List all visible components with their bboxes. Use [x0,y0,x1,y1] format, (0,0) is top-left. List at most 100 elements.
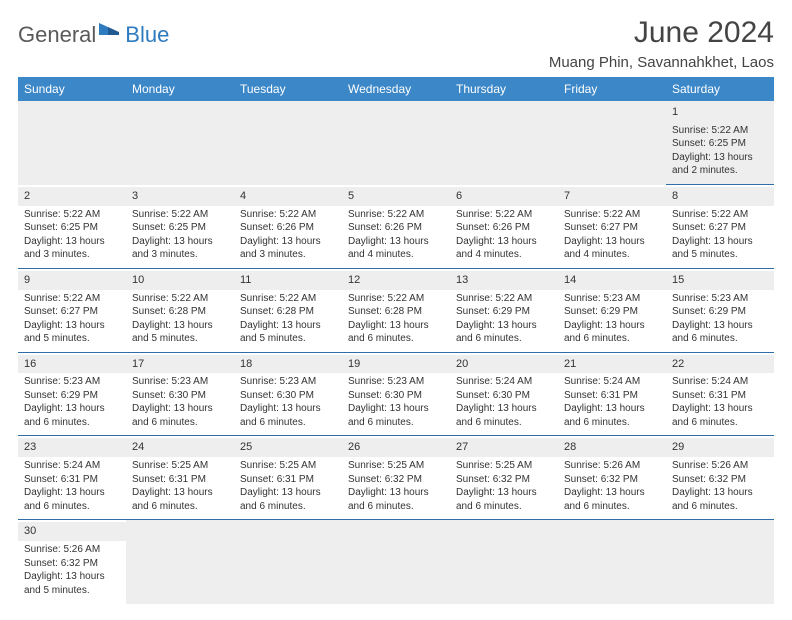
weekday-header: Sunday [18,77,126,101]
sunset-text: Sunset: 6:25 PM [132,221,228,235]
calendar-week-row: 16Sunrise: 5:23 AMSunset: 6:29 PMDayligh… [18,352,774,436]
sunrise-text: Sunrise: 5:23 AM [24,375,120,389]
day-number: 26 [342,438,450,457]
sunrise-text: Sunrise: 5:22 AM [240,292,336,306]
calendar-day-cell: 4Sunrise: 5:22 AMSunset: 6:26 PMDaylight… [234,184,342,268]
calendar-day-cell [18,101,126,184]
calendar-day-cell [450,520,558,603]
daylight-text: Daylight: 13 hours and 4 minutes. [348,235,444,262]
daylight-text: Daylight: 13 hours and 6 minutes. [132,402,228,429]
day-number: 11 [234,271,342,290]
calendar-day-cell: 26Sunrise: 5:25 AMSunset: 6:32 PMDayligh… [342,436,450,520]
sunrise-text: Sunrise: 5:26 AM [24,543,120,557]
day-number: 20 [450,355,558,374]
calendar-day-cell: 25Sunrise: 5:25 AMSunset: 6:31 PMDayligh… [234,436,342,520]
day-number: 5 [342,187,450,206]
calendar-day-cell: 6Sunrise: 5:22 AMSunset: 6:26 PMDaylight… [450,184,558,268]
sunrise-text: Sunrise: 5:22 AM [672,124,768,138]
daylight-text: Daylight: 13 hours and 3 minutes. [132,235,228,262]
sunrise-text: Sunrise: 5:22 AM [24,208,120,222]
sunrise-text: Sunrise: 5:22 AM [456,208,552,222]
sunset-text: Sunset: 6:29 PM [456,305,552,319]
daylight-text: Daylight: 13 hours and 5 minutes. [672,235,768,262]
sunset-text: Sunset: 6:28 PM [132,305,228,319]
calendar-day-cell [234,520,342,603]
sunset-text: Sunset: 6:31 PM [24,473,120,487]
daylight-text: Daylight: 13 hours and 6 minutes. [348,319,444,346]
sunrise-text: Sunrise: 5:25 AM [456,459,552,473]
day-number: 14 [558,271,666,290]
daylight-text: Daylight: 13 hours and 6 minutes. [348,402,444,429]
calendar-day-cell: 24Sunrise: 5:25 AMSunset: 6:31 PMDayligh… [126,436,234,520]
daylight-text: Daylight: 13 hours and 2 minutes. [672,151,768,178]
calendar-day-cell: 23Sunrise: 5:24 AMSunset: 6:31 PMDayligh… [18,436,126,520]
day-number: 10 [126,271,234,290]
daylight-text: Daylight: 13 hours and 5 minutes. [240,319,336,346]
calendar-day-cell: 8Sunrise: 5:22 AMSunset: 6:27 PMDaylight… [666,184,774,268]
title-block: June 2024 Muang Phin, Savannahkhet, Laos [549,16,774,71]
weekday-header-row: Sunday Monday Tuesday Wednesday Thursday… [18,77,774,101]
day-number: 1 [666,103,774,122]
daylight-text: Daylight: 13 hours and 3 minutes. [240,235,336,262]
sunrise-text: Sunrise: 5:22 AM [456,292,552,306]
day-number: 22 [666,355,774,374]
daylight-text: Daylight: 13 hours and 5 minutes. [24,319,120,346]
calendar-day-cell: 22Sunrise: 5:24 AMSunset: 6:31 PMDayligh… [666,352,774,436]
day-number: 16 [18,355,126,374]
day-number: 30 [18,522,126,541]
month-title: June 2024 [549,16,774,50]
calendar-day-cell: 10Sunrise: 5:22 AMSunset: 6:28 PMDayligh… [126,268,234,352]
day-number: 13 [450,271,558,290]
calendar-day-cell [558,101,666,184]
sunset-text: Sunset: 6:27 PM [564,221,660,235]
calendar-day-cell: 17Sunrise: 5:23 AMSunset: 6:30 PMDayligh… [126,352,234,436]
day-number: 19 [342,355,450,374]
sunrise-text: Sunrise: 5:23 AM [564,292,660,306]
calendar-day-cell: 11Sunrise: 5:22 AMSunset: 6:28 PMDayligh… [234,268,342,352]
sunset-text: Sunset: 6:29 PM [24,389,120,403]
calendar-table: Sunday Monday Tuesday Wednesday Thursday… [18,77,774,604]
sunset-text: Sunset: 6:32 PM [456,473,552,487]
sunrise-text: Sunrise: 5:22 AM [348,292,444,306]
calendar-day-cell: 18Sunrise: 5:23 AMSunset: 6:30 PMDayligh… [234,352,342,436]
sunrise-text: Sunrise: 5:25 AM [132,459,228,473]
calendar-day-cell [558,520,666,603]
sunset-text: Sunset: 6:28 PM [348,305,444,319]
sunrise-text: Sunrise: 5:22 AM [348,208,444,222]
sunset-text: Sunset: 6:25 PM [24,221,120,235]
day-number: 24 [126,438,234,457]
daylight-text: Daylight: 13 hours and 6 minutes. [240,402,336,429]
weekday-header: Monday [126,77,234,101]
sunrise-text: Sunrise: 5:22 AM [132,208,228,222]
calendar-day-cell: 16Sunrise: 5:23 AMSunset: 6:29 PMDayligh… [18,352,126,436]
day-number: 9 [18,271,126,290]
calendar-day-cell [342,101,450,184]
day-number: 3 [126,187,234,206]
location-text: Muang Phin, Savannahkhet, Laos [549,54,774,71]
sunset-text: Sunset: 6:32 PM [24,557,120,571]
daylight-text: Daylight: 13 hours and 6 minutes. [348,486,444,513]
calendar-day-cell: 20Sunrise: 5:24 AMSunset: 6:30 PMDayligh… [450,352,558,436]
sunrise-text: Sunrise: 5:23 AM [240,375,336,389]
daylight-text: Daylight: 13 hours and 6 minutes. [672,402,768,429]
calendar-week-row: 9Sunrise: 5:22 AMSunset: 6:27 PMDaylight… [18,268,774,352]
sunset-text: Sunset: 6:31 PM [132,473,228,487]
daylight-text: Daylight: 13 hours and 6 minutes. [456,486,552,513]
sunset-text: Sunset: 6:29 PM [672,305,768,319]
calendar-day-cell: 1Sunrise: 5:22 AMSunset: 6:25 PMDaylight… [666,101,774,184]
daylight-text: Daylight: 13 hours and 5 minutes. [24,570,120,597]
weekday-header: Tuesday [234,77,342,101]
day-number: 2 [18,187,126,206]
day-number: 15 [666,271,774,290]
logo-flag-icon [99,23,121,43]
calendar-day-cell [234,101,342,184]
daylight-text: Daylight: 13 hours and 6 minutes. [240,486,336,513]
calendar-day-cell [342,520,450,603]
day-number: 27 [450,438,558,457]
day-number: 18 [234,355,342,374]
day-number: 12 [342,271,450,290]
calendar-day-cell: 15Sunrise: 5:23 AMSunset: 6:29 PMDayligh… [666,268,774,352]
sunrise-text: Sunrise: 5:22 AM [672,208,768,222]
calendar-day-cell [450,101,558,184]
sunrise-text: Sunrise: 5:22 AM [564,208,660,222]
